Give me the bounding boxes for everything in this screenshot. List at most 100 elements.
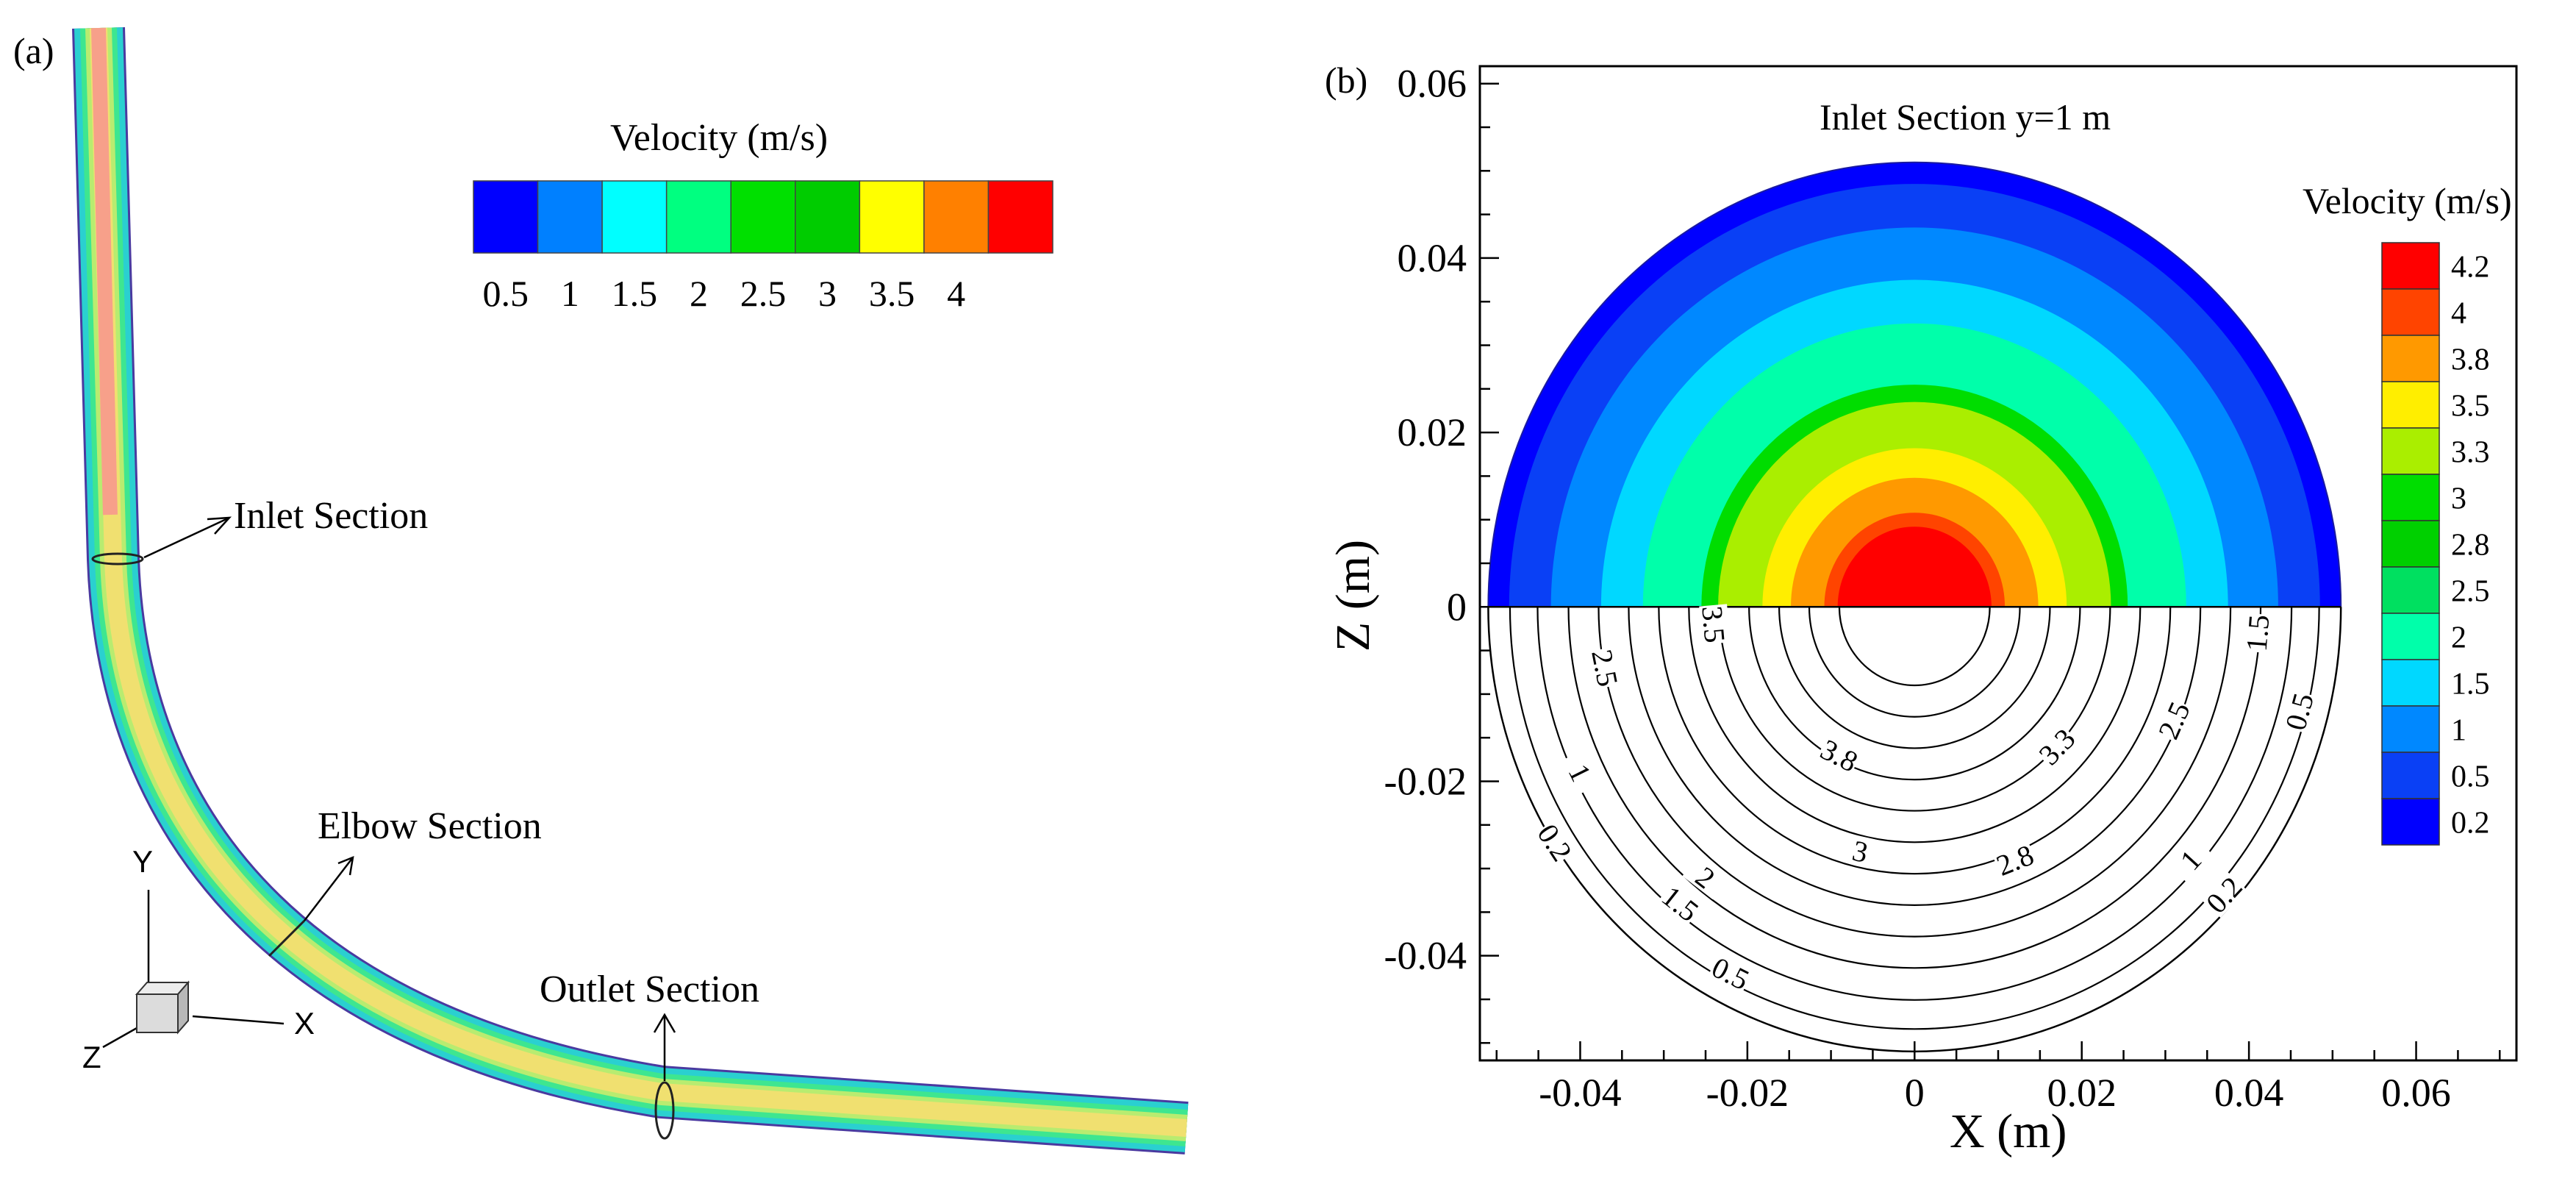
legend-a-labels: 0.5 1 1.5 2 2.5 3 3.5 4 xyxy=(483,273,966,314)
legend-b-swatches xyxy=(2381,242,2440,846)
outlet-section-ellipse xyxy=(654,1081,675,1140)
contour-label: 2.5 xyxy=(1585,647,1625,690)
elbow-arrow-head xyxy=(337,856,354,876)
legend-b-label: 2.8 xyxy=(2451,529,2490,563)
panel-b-label: (b) xyxy=(1325,60,1367,101)
y-tick-label: 0.06 xyxy=(1398,62,1467,106)
x-tick-label: 0.06 xyxy=(2381,1071,2451,1115)
contour-line-4 xyxy=(1628,607,2202,907)
x-tick-label: 0 xyxy=(1905,1071,1925,1115)
elbow-section-line xyxy=(268,919,306,957)
legend-a-swatch-8 xyxy=(987,180,1053,254)
legend-a-swatch-4 xyxy=(730,180,796,254)
legend-b-label: 0.2 xyxy=(2451,807,2490,841)
pipe-boundary-upper xyxy=(1487,161,2342,607)
contour-label-bg xyxy=(1816,733,1864,776)
elbow-section-arrow xyxy=(304,857,354,921)
outlet-arrow-head xyxy=(653,1013,676,1033)
panel-b-title: Inlet Section y=1 m xyxy=(1820,96,2111,138)
contour-label-bg xyxy=(2241,613,2272,654)
legend-a-swatch-6 xyxy=(859,180,925,254)
pipe-band-3 xyxy=(90,27,1187,1137)
legend-a-tick-label: 3 xyxy=(818,273,837,314)
contour-label-bg xyxy=(1559,749,1602,796)
legend-b-label: 0.5 xyxy=(2451,760,2490,794)
legend-b-swatch-3 xyxy=(2381,381,2440,429)
triad-z-label: Z xyxy=(82,1040,101,1074)
legend-b-labels: 4.2 4 3.8 3.5 3.3 3 2.8 2.5 2 1.5 1 0.5 0.2 xyxy=(2451,251,2490,841)
pipe xyxy=(72,27,1189,1155)
contour-label: 0.2 xyxy=(2200,870,2249,919)
legend-b-swatch-8 xyxy=(2381,613,2440,660)
contour-line-11 xyxy=(1838,607,1991,687)
legend-b-swatch-5 xyxy=(2381,474,2440,521)
contour-label-bg xyxy=(1707,951,1755,994)
contour-line-2 xyxy=(1567,607,2262,969)
inlet-section-label: Inlet Section xyxy=(234,495,428,537)
contour-label: 1.5 xyxy=(2240,613,2276,652)
legend-b-swatch-12 xyxy=(2381,798,2440,846)
y-axis-label: Z (m) xyxy=(1326,540,1380,652)
legend-b-swatch-1 xyxy=(2381,288,2440,336)
legend-b-swatch-2 xyxy=(2381,335,2440,382)
contour-label: 3.8 xyxy=(1815,732,1863,779)
legend-a-tick-label: 4 xyxy=(947,273,965,314)
contour-label-bg xyxy=(2167,835,2214,883)
legend-b-label: 3.8 xyxy=(2451,343,2490,377)
legend-a-tick-label: 2.5 xyxy=(740,273,787,314)
x-ticks: -0.04 -0.02 0 0.02 0.04 0.06 xyxy=(1495,1041,2501,1115)
y-tick-label: 0 xyxy=(1447,585,1467,629)
legend-a-tick-label: 1 xyxy=(561,273,579,314)
contour-labels: 3.52.53.8 3.32.51.50.510.2 3 2.821.510.20.5 xyxy=(1531,604,2320,996)
panel-b: (b) 3.52.53.8 3.32.51.50.510.2 3 2.821.510.… xyxy=(1325,60,2518,1158)
legend-b-label: 3.3 xyxy=(2451,436,2490,470)
x-tick-label: -0.04 xyxy=(1539,1071,1621,1115)
y-ticks: -0.04 -0.02 0 0.02 0.04 0.06 xyxy=(1384,62,1499,1044)
contour-label: 3.5 xyxy=(1695,604,1731,644)
contour-label-bg xyxy=(1992,839,2038,879)
legend-b-label: 4.2 xyxy=(2451,251,2490,285)
x-tick-label: 0.02 xyxy=(2047,1071,2117,1115)
contour-line-1 xyxy=(1536,607,2293,1001)
y-tick-label: 0.04 xyxy=(1398,236,1467,280)
legend-a-tick-label: 1.5 xyxy=(612,273,658,314)
triad-x-axis xyxy=(192,1015,285,1025)
legend-b-label: 4 xyxy=(2451,297,2466,331)
legend-b-label: 1 xyxy=(2451,714,2466,748)
panel-a: (a) Inlet Section Elbow Section Outlet S… xyxy=(13,27,1189,1155)
triad-x-label: X xyxy=(294,1006,315,1041)
legend-a-swatch-7 xyxy=(923,180,990,254)
legend-a-swatch-1 xyxy=(537,180,603,254)
contour-label-bg xyxy=(1699,604,1731,645)
legend-b-swatch-0 xyxy=(2381,242,2440,290)
triad-cube-side xyxy=(177,980,189,1035)
y-tick-label: -0.02 xyxy=(1384,759,1467,803)
contour-fill xyxy=(1487,161,2342,607)
contour-line-7 xyxy=(1718,607,2111,812)
contour-label-bg xyxy=(1657,879,1705,926)
contour-label-bg xyxy=(1588,646,1624,690)
contour-fill-band-10 xyxy=(1837,527,1992,607)
contour-label-bg xyxy=(2033,722,2080,770)
legend-b-swatch-10 xyxy=(2381,705,2440,753)
legend-b-label: 2.5 xyxy=(2451,575,2490,609)
contour-line-5 xyxy=(1659,607,2170,874)
legend-a-tick-label: 0.5 xyxy=(483,273,529,314)
legend-a-swatch-3 xyxy=(665,180,731,254)
legend-b-swatch-11 xyxy=(2381,752,2440,799)
contour-label-bg xyxy=(1534,818,1578,866)
legend-a-title: Velocity (m/s) xyxy=(610,117,828,159)
legend-a-swatch-5 xyxy=(795,180,861,254)
legend-a: Velocity (m/s) 0.5 1 1.5 2 2.5 3 3.5 4 xyxy=(473,117,1053,314)
triad-cube-front xyxy=(136,993,179,1033)
contour-label-bg xyxy=(1682,854,1730,900)
contour-label: 0.5 xyxy=(1706,951,1754,997)
contour-label-bg xyxy=(2280,689,2317,734)
legend-b-swatch-4 xyxy=(2381,427,2440,475)
panel-a-label: (a) xyxy=(13,30,54,71)
elbow-section-label: Elbow Section xyxy=(318,805,542,847)
contour-label-bg xyxy=(1839,832,1883,868)
legend-a-tick-label: 2 xyxy=(690,273,708,314)
contour-label-bg xyxy=(2153,696,2194,743)
